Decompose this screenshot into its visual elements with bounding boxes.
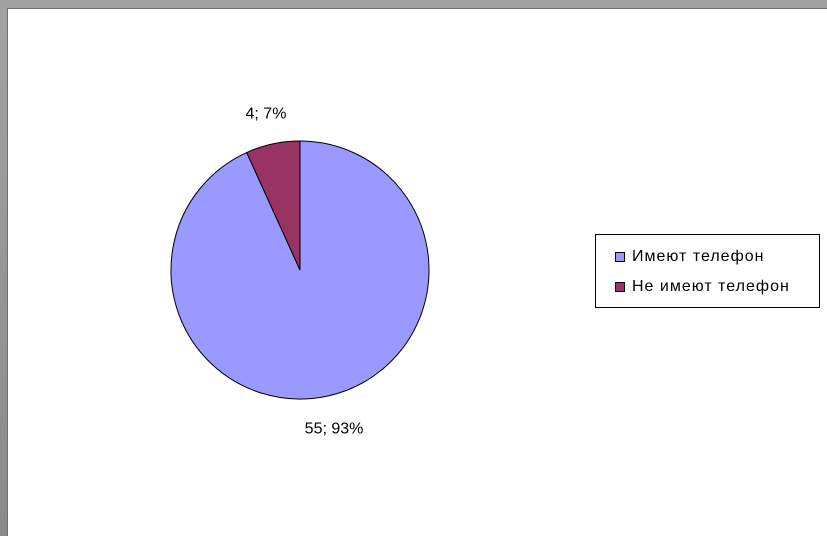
legend-label-no-phone: Не имеют телефон	[632, 278, 790, 295]
pie-slice-no-phone	[246, 140, 301, 271]
chart-legend: Имеют телефон Не имеют телефон	[595, 234, 820, 308]
chart-area: 55; 93% 4; 7% Имеют телефон Не имеют теле…	[7, 8, 827, 536]
data-label-no-phone: 4; 7%	[246, 106, 287, 123]
pie-chart: 55; 93% 4; 7%	[170, 106, 430, 438]
legend-item-no-phone: Не имеют телефон	[615, 277, 819, 297]
legend-swatch-no-phone	[615, 282, 625, 292]
legend-label-have-phone: Имеют телефон	[632, 248, 765, 265]
data-label-have-phone: 55; 93%	[305, 420, 364, 437]
pie-slices	[170, 140, 430, 400]
pie-data-labels: 55; 93% 4; 7%	[246, 106, 364, 438]
legend-swatch-have-phone	[615, 252, 625, 262]
legend-item-have-phone: Имеют телефон	[615, 247, 819, 267]
